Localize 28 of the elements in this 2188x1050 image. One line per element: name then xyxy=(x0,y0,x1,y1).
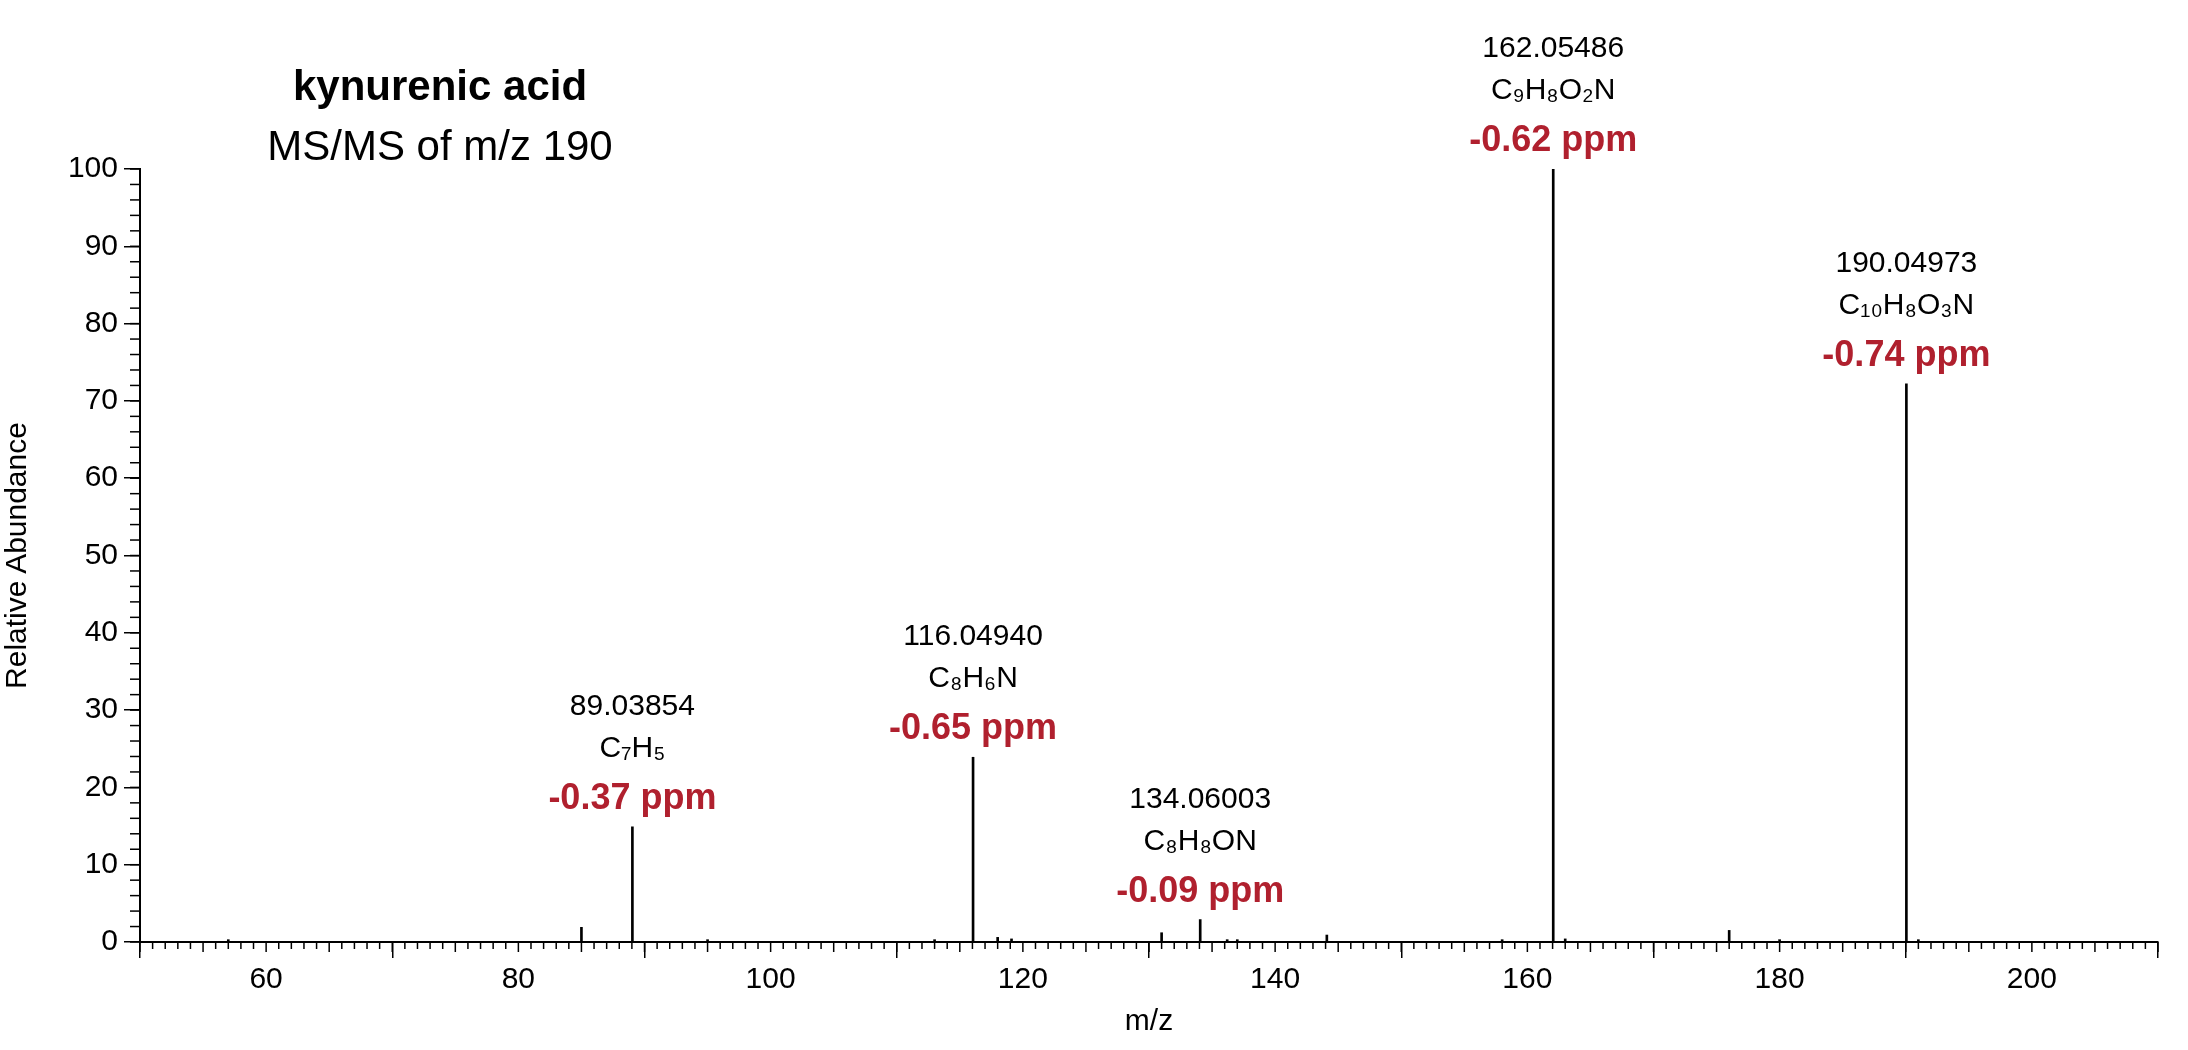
x-axis-title: m/z xyxy=(1124,1003,1174,1037)
y-tick-label: 0 xyxy=(101,923,118,957)
y-tick-label: 80 xyxy=(84,304,118,338)
x-tick-label: 160 xyxy=(1502,961,1553,995)
x-tick-label: 120 xyxy=(997,961,1048,995)
y-tick-label: 20 xyxy=(84,768,118,802)
y-tick-label: 90 xyxy=(84,227,118,261)
chart-subtitle: MS/MS of m/z 190 xyxy=(267,122,613,169)
annotation: 162.05486 C₉H₈O₂N -0.62 ppm xyxy=(1469,30,1638,159)
x-tick-label: 100 xyxy=(745,961,796,995)
annotation: 190.04973 C₁₀H₈O₃N -0.74 ppm xyxy=(1822,244,1991,374)
x-tick-label: 180 xyxy=(1754,961,1805,995)
y-tick-label: 50 xyxy=(84,536,118,570)
annotation: 134.06003 C₈H₈ON -0.09 ppm xyxy=(1116,780,1285,910)
y-tick-label: 10 xyxy=(84,845,118,879)
annotation: 116.04940 C₈H₆N -0.65 ppm xyxy=(889,618,1058,748)
y-tick-label: 60 xyxy=(84,459,118,493)
y-tick-label: 100 xyxy=(67,150,118,184)
x-tick-label: 80 xyxy=(501,961,536,995)
x-tick-label: 60 xyxy=(249,961,283,995)
x-tick-label: 140 xyxy=(1250,961,1301,995)
chart-title: kynurenic acid xyxy=(292,62,588,109)
y-axis-title: Relative Abundance xyxy=(0,422,33,689)
y-tick-label: 30 xyxy=(84,691,118,725)
annotation: 89.03854 C₇H₅ -0.37 ppm xyxy=(548,687,717,817)
y-tick-label: 40 xyxy=(84,614,118,648)
x-tick-label: 200 xyxy=(2006,961,2057,995)
y-tick-label: 70 xyxy=(84,382,118,416)
